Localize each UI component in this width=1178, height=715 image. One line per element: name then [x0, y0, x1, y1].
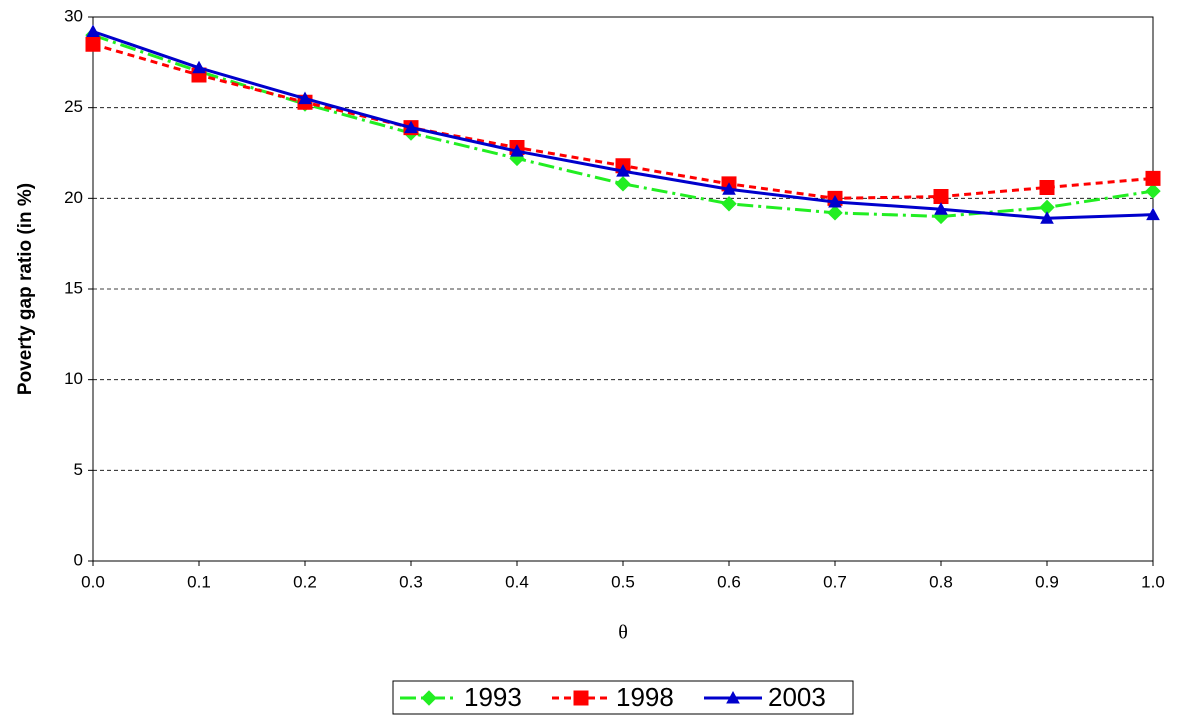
- y-tick-label: 10: [64, 369, 83, 388]
- marker: [615, 176, 631, 192]
- legend-marker: [726, 690, 740, 704]
- marker: [616, 164, 630, 177]
- x-tick-label: 0.7: [823, 572, 847, 591]
- y-axis-label: Poverty gap ratio (in %): [15, 183, 36, 395]
- legend-marker: [573, 690, 589, 706]
- legend-box: [392, 680, 854, 715]
- legend: 1993 1998 2003: [392, 680, 854, 715]
- plot-frame: [92, 16, 1154, 562]
- marker: [85, 36, 101, 52]
- x-tick-label: 0.6: [717, 572, 741, 591]
- marker: [298, 91, 312, 105]
- marker: [1040, 211, 1054, 224]
- marker: [1146, 207, 1160, 221]
- x-tick-label: 0.9: [1035, 572, 1059, 591]
- x-tick-label: 0.2: [293, 572, 317, 591]
- marker: [827, 205, 843, 221]
- x-axis-label: θ: [618, 622, 628, 644]
- marker: [510, 144, 524, 157]
- x-tick-label: 0.4: [505, 572, 529, 591]
- marker: [86, 24, 100, 38]
- marker: [828, 194, 842, 208]
- legend-label: 2003: [768, 682, 826, 712]
- marker: [1039, 179, 1055, 195]
- y-tick-label: 20: [64, 188, 83, 207]
- x-tick-label: 0.1: [187, 572, 211, 591]
- marker: [722, 182, 736, 195]
- y-tick-label: 0: [74, 550, 83, 569]
- legend-label: 1998: [616, 682, 674, 712]
- y-tick-label: 5: [74, 460, 83, 479]
- y-tick-label: 30: [64, 6, 83, 25]
- x-tick-label: 0.5: [611, 572, 635, 591]
- x-tick-label: 1.0: [1141, 572, 1165, 591]
- y-tick-label: 15: [64, 278, 83, 297]
- x-tick-label: 0.8: [929, 572, 953, 591]
- marker: [404, 120, 418, 134]
- marker: [933, 189, 949, 205]
- y-tick-label: 25: [64, 97, 83, 116]
- marker: [192, 60, 206, 74]
- marker: [934, 202, 948, 215]
- legend-marker: [421, 690, 437, 706]
- marker: [1145, 183, 1161, 199]
- x-tick-label: 0.0: [81, 572, 105, 591]
- marker: [1145, 170, 1161, 186]
- marker: [721, 196, 737, 212]
- legend-label: 1993: [464, 682, 522, 712]
- x-tick-label: 0.3: [399, 572, 423, 591]
